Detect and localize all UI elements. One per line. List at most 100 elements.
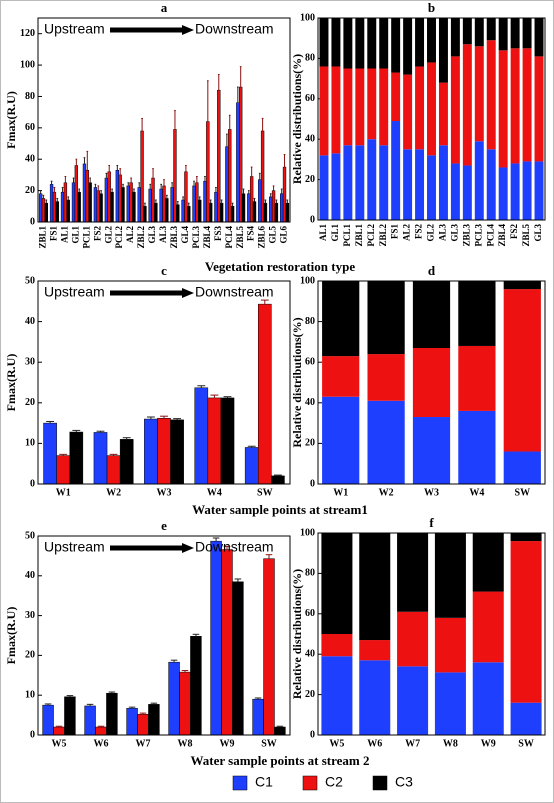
x-tick-label: ZBL5 bbox=[521, 224, 531, 247]
bar bbox=[181, 199, 185, 223]
y-tick-label: 30 bbox=[25, 356, 35, 367]
bar bbox=[282, 166, 287, 223]
bar bbox=[53, 726, 65, 736]
x-tick-label: W8 bbox=[443, 738, 458, 749]
x-tick-label: ZBL4 bbox=[202, 226, 212, 249]
legend-label: C2 bbox=[325, 774, 343, 790]
error-bar bbox=[215, 186, 217, 193]
error-bar bbox=[163, 179, 165, 186]
x-tick-label: PCL2 bbox=[366, 224, 376, 247]
x-tick-label: ZBL4 bbox=[497, 224, 507, 247]
error-bar bbox=[53, 186, 56, 193]
bar bbox=[214, 191, 218, 223]
bar bbox=[170, 419, 184, 485]
bar bbox=[140, 130, 144, 223]
x-tick-label: GL2 bbox=[426, 224, 436, 242]
bar bbox=[88, 182, 92, 223]
bar bbox=[126, 185, 130, 223]
arrow-head bbox=[182, 543, 194, 553]
bar bbox=[132, 191, 136, 223]
error-bar bbox=[155, 199, 157, 204]
stacked-bar bbox=[522, 18, 532, 49]
error-bar bbox=[260, 299, 269, 305]
bar bbox=[279, 193, 284, 223]
x-tick-label: W3 bbox=[157, 487, 172, 498]
bar bbox=[274, 202, 279, 223]
y-tick-label: 0 bbox=[30, 729, 35, 740]
y-tick-label: 60 bbox=[305, 93, 315, 104]
error-bar bbox=[160, 183, 163, 190]
x-tick-label: ZBL6 bbox=[257, 226, 267, 249]
error-bar bbox=[185, 165, 187, 172]
y-tick-label: 80 bbox=[25, 91, 35, 102]
error-bar bbox=[109, 453, 118, 456]
x-tick-label: W7 bbox=[405, 738, 420, 749]
error-bar bbox=[139, 712, 147, 715]
error-bar bbox=[264, 199, 267, 204]
stacked-bar bbox=[486, 40, 496, 150]
error-bar bbox=[46, 420, 55, 424]
legend-label: C1 bbox=[255, 774, 273, 790]
stacked-bar bbox=[367, 281, 405, 355]
error-bar bbox=[173, 418, 182, 420]
y-tick-label: 20 bbox=[25, 650, 35, 661]
error-bar bbox=[56, 197, 59, 202]
stacked-bar bbox=[331, 153, 341, 220]
annotation: Upstream bbox=[44, 284, 105, 300]
bar bbox=[69, 431, 84, 485]
stacked-bar bbox=[321, 656, 353, 735]
error-bar bbox=[44, 703, 52, 706]
x-tick-label: PCL1 bbox=[81, 226, 91, 249]
x-tick-label: GL4 bbox=[180, 226, 190, 244]
stacked-bar bbox=[503, 451, 541, 484]
stacked-bar bbox=[438, 82, 448, 146]
x-tick-label: GL3 bbox=[533, 224, 543, 242]
error-bar bbox=[122, 437, 131, 440]
bar bbox=[60, 191, 65, 223]
error-bar bbox=[220, 199, 223, 204]
bar bbox=[165, 198, 169, 223]
error-bar bbox=[273, 474, 282, 476]
bar bbox=[129, 182, 133, 223]
stacked-bar bbox=[472, 662, 504, 735]
bar bbox=[269, 196, 273, 223]
bar bbox=[217, 89, 221, 223]
x-tick-label: ZBL5 bbox=[235, 226, 245, 249]
panel-title: e bbox=[161, 518, 167, 533]
stacked-bar bbox=[434, 617, 466, 673]
panel-title: a bbox=[161, 0, 168, 15]
error-bar bbox=[83, 157, 86, 164]
stacked-bar bbox=[355, 18, 365, 69]
error-bar bbox=[61, 186, 64, 193]
error-bar bbox=[269, 193, 272, 197]
x-tick-label: W1 bbox=[56, 487, 71, 498]
annotation: Downstream bbox=[195, 284, 274, 300]
plot-frame bbox=[37, 17, 291, 223]
stacked-bar bbox=[319, 155, 329, 220]
stacked-bar bbox=[472, 533, 504, 592]
stacked-bar bbox=[427, 62, 436, 156]
bar bbox=[195, 182, 199, 223]
error-bar bbox=[78, 188, 81, 193]
error-bar bbox=[283, 154, 286, 168]
error-bar bbox=[187, 202, 190, 207]
bar bbox=[230, 206, 235, 223]
error-bar bbox=[75, 158, 78, 166]
x-axis-title: Water sample points at stream 2 bbox=[191, 753, 370, 768]
x-tick-label: FS2 bbox=[92, 226, 102, 242]
bar bbox=[95, 726, 107, 736]
stacked-bar bbox=[391, 72, 401, 122]
x-tick-label: W9 bbox=[481, 738, 496, 749]
arrow-head bbox=[182, 25, 194, 35]
stacked-bar bbox=[391, 18, 401, 73]
error-bar bbox=[144, 202, 146, 207]
error-bar bbox=[182, 196, 184, 201]
error-bar bbox=[204, 175, 206, 182]
y-tick-label: 100 bbox=[20, 59, 35, 70]
stacked-bar bbox=[510, 702, 542, 735]
y-axis-title: Fmax(R.U) bbox=[4, 91, 18, 149]
error-bar bbox=[242, 188, 245, 194]
error-bar bbox=[276, 725, 284, 728]
error-bar bbox=[228, 114, 231, 130]
